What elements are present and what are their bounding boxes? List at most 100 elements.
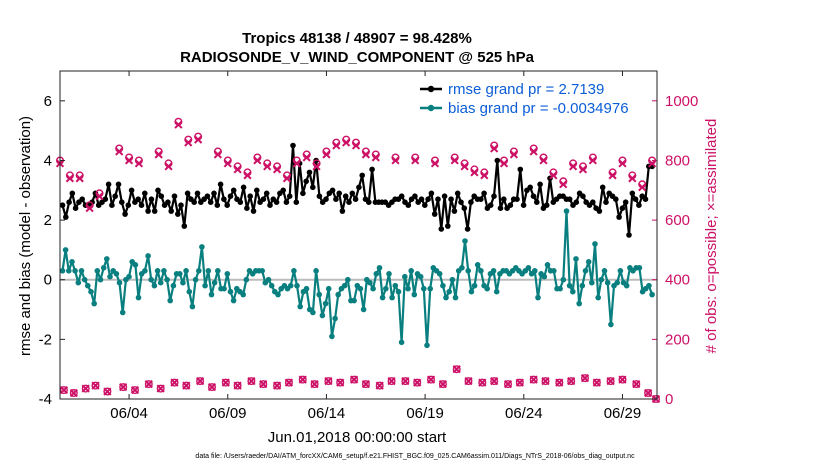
possible-obs-secondary-point: [273, 381, 282, 390]
bias-point: [551, 268, 557, 274]
bias-point: [177, 271, 183, 277]
rmse-point: [501, 196, 507, 202]
rmse-point: [168, 208, 174, 214]
assimilated-obs-secondary-point: [580, 374, 590, 383]
bias-point: [592, 241, 598, 247]
possible-obs-secondary-point: [144, 380, 153, 389]
rmse-point: [217, 181, 224, 188]
possible-obs-secondary-point: [632, 380, 641, 389]
assimilated-obs-point: [499, 159, 509, 168]
y-tick-right-label: 1000: [665, 93, 698, 110]
bias-point: [126, 273, 132, 280]
y-axis-right-label: # of obs: o=possible; ×=assimilated: [703, 119, 720, 354]
rmse-point: [79, 196, 85, 202]
rmse-point: [517, 166, 524, 173]
assimilated-obs-point: [194, 135, 203, 144]
rmse-point: [250, 208, 257, 214]
rmse-point: [194, 190, 201, 197]
assimilated-obs-secondary-point: [196, 377, 205, 386]
bias-point: [113, 271, 120, 277]
bias-point: [535, 294, 541, 301]
assimilated-obs-secondary-point: [632, 379, 641, 389]
legend-box: [418, 78, 651, 118]
rmse-point: [300, 190, 306, 197]
possible-obs-secondary-point: [427, 375, 436, 384]
possible-obs-secondary-point: [324, 377, 333, 386]
rmse-point: [306, 169, 313, 176]
rmse-point: [418, 196, 425, 202]
rmse-point: [603, 199, 609, 205]
assimilated-obs-secondary-point: [81, 384, 90, 393]
possible-obs-secondary-point: [91, 381, 100, 390]
bias-point: [446, 288, 453, 295]
rmse-point: [263, 190, 270, 197]
bias-point: [161, 268, 167, 274]
rmse-point: [438, 226, 445, 232]
bias-point: [608, 321, 614, 328]
bias-point: [319, 312, 326, 319]
rmse-point: [537, 181, 543, 188]
bias-point: [367, 279, 373, 286]
bias-point: [440, 282, 446, 289]
rmse-point: [227, 193, 234, 199]
rmse-point: [230, 187, 237, 194]
bias-point: [215, 268, 221, 274]
rmse-point: [425, 196, 431, 202]
legend-rmse-marker: [427, 85, 435, 93]
bias-point: [573, 256, 579, 262]
chart-title-line1: Tropics 48138 / 48907 = 98.428%: [242, 30, 472, 47]
bias-point: [69, 259, 75, 265]
assimilated-obs-secondary-point: [567, 377, 576, 386]
bias-point: [104, 256, 110, 262]
rmse-point: [63, 214, 69, 220]
bias-point: [376, 265, 383, 271]
legend-bias-label: bias grand pr = -0.0034976: [448, 100, 629, 117]
possible-obs-secondary-point: [182, 381, 191, 390]
bias-point: [275, 291, 281, 298]
rmse-point: [283, 199, 290, 205]
possible-obs-secondary-point: [59, 386, 68, 395]
assimilated-obs-secondary-point: [103, 387, 112, 396]
bias-point: [563, 208, 570, 214]
assimilated-obs-secondary-point: [336, 378, 345, 387]
rmse-point: [171, 193, 178, 199]
assimilated-obs-point: [470, 168, 479, 177]
rmse-point: [494, 157, 501, 164]
bias-point: [570, 288, 576, 295]
assimilated-obs-secondary-point: [69, 388, 78, 398]
bias-point: [97, 276, 104, 283]
assimilated-obs-secondary-point: [438, 379, 447, 389]
possible-obs-secondary-point: [196, 377, 205, 386]
assimilated-obs-secondary-point: [426, 375, 436, 384]
bias-point: [230, 297, 237, 304]
assimilated-obs-secondary-point: [233, 381, 242, 390]
assimilated-obs-point: [391, 156, 400, 165]
bias-point: [88, 288, 94, 295]
rmse-point: [359, 172, 366, 179]
assimilated-obs-point: [154, 150, 163, 159]
assimilated-obs-secondary-point: [247, 377, 256, 386]
assimilated-obs-secondary-point: [464, 377, 473, 386]
assimilated-obs-secondary-point: [503, 379, 513, 389]
plot-frame: [59, 70, 658, 400]
assimilated-obs-point: [588, 156, 597, 165]
bias-point: [490, 268, 497, 274]
x-tick-label: 06/09: [209, 405, 247, 422]
bias-point: [192, 276, 199, 283]
bias-point: [119, 309, 126, 316]
rmse-point: [596, 208, 603, 214]
rmse-point: [451, 208, 458, 214]
rmse-point: [135, 196, 141, 202]
assimilated-obs-point: [638, 183, 647, 192]
bias-point: [557, 285, 563, 292]
assimilated-obs-point: [332, 141, 341, 150]
bias-point: [145, 253, 151, 259]
y-tick-left-label: 6: [44, 93, 52, 110]
possible-obs-secondary-point: [515, 378, 524, 387]
bias-point: [329, 333, 335, 340]
bias-point: [462, 238, 468, 244]
bias-point: [471, 282, 478, 289]
rmse-point: [616, 214, 622, 220]
rmse-point: [487, 202, 494, 208]
bias-point: [332, 315, 338, 322]
